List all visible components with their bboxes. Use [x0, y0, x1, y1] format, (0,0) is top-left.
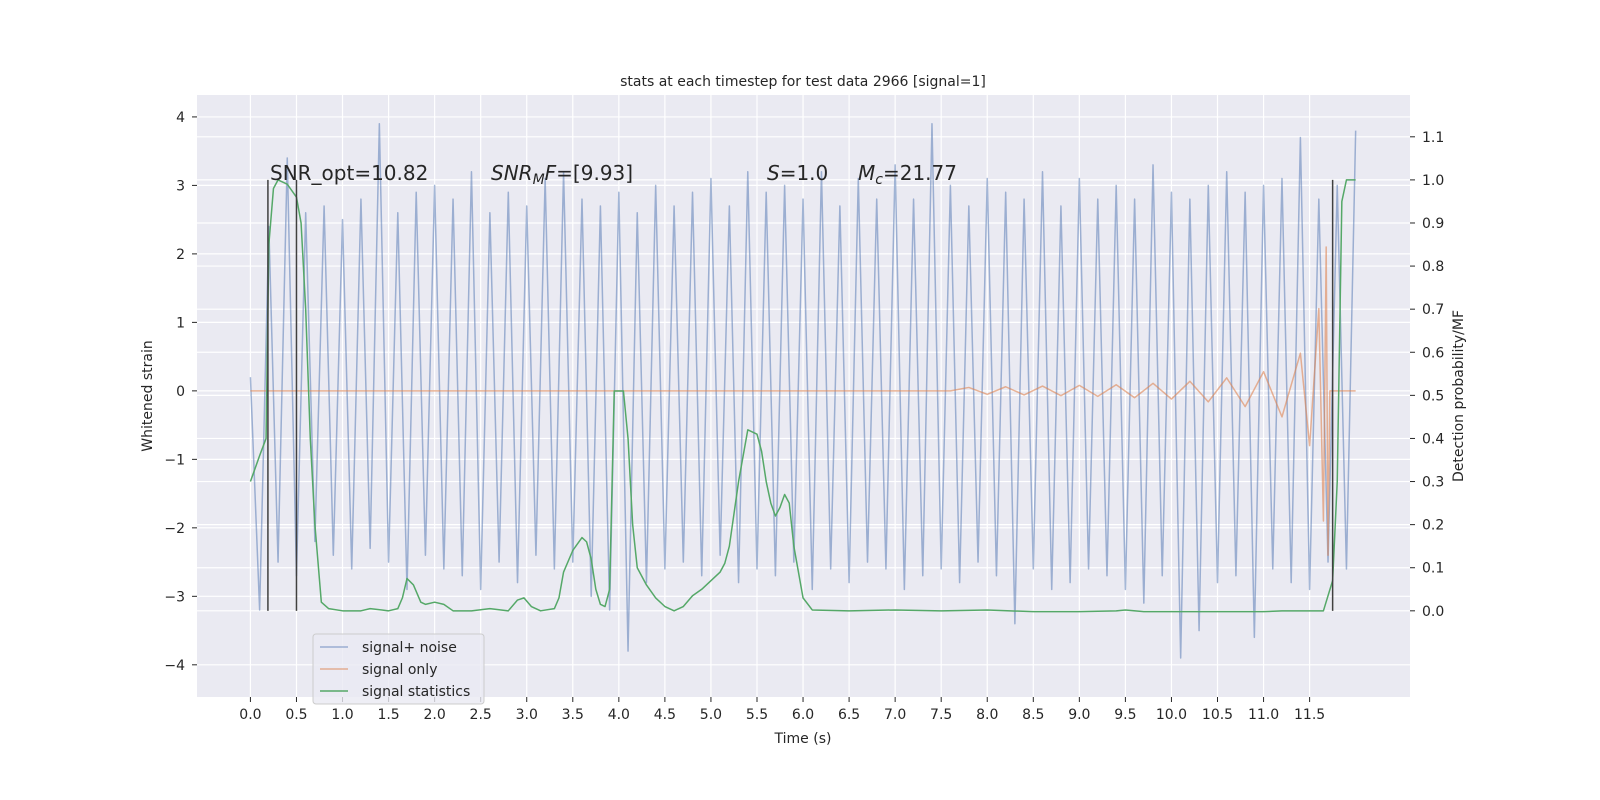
legend-label: signal statistics — [362, 684, 470, 700]
x-tick-label: 3.0 — [516, 707, 538, 723]
annotation-part: M — [533, 172, 545, 188]
x-tick-label: 5.5 — [746, 707, 768, 723]
x-tick-label: 1.0 — [331, 707, 353, 723]
annotation: SNRMF=[9.93] — [491, 161, 633, 188]
legend: signal+ noise signal only signal statistic… — [312, 633, 485, 705]
y-axis-label: Whitened strain — [140, 340, 156, 451]
series-line — [249, 179, 1356, 613]
chart-title: stats at each timestep for test data 296… — [620, 74, 986, 90]
x-tick-label: 6.0 — [792, 707, 814, 723]
y2-tick-label: 1.1 — [1422, 130, 1444, 146]
y-tick-label: 4 — [176, 110, 185, 126]
y2-tick-label: 0.4 — [1422, 431, 1444, 447]
y-tick-label: −3 — [164, 589, 185, 605]
x-tick-label: 8.0 — [976, 707, 998, 723]
y-tick-label: −1 — [164, 452, 185, 468]
y-tick-label: 1 — [176, 315, 185, 331]
y2-tick-label: 0.1 — [1422, 561, 1444, 577]
x-tick-label: 9.0 — [1068, 707, 1090, 723]
x-tick-label: 0.0 — [239, 707, 261, 723]
x-axis-label: Time (s) — [774, 731, 832, 747]
x-tick-label: 5.0 — [700, 707, 722, 723]
y-tick-label: 2 — [176, 247, 185, 263]
series-line — [250, 246, 1356, 556]
annotation-part: SNR — [491, 161, 533, 185]
annotation: S=1.0 — [767, 161, 828, 185]
y2-tick-label: 0.7 — [1422, 302, 1444, 318]
x-tick-label: 3.5 — [562, 707, 584, 723]
x-tick-label: 0.5 — [285, 707, 307, 723]
x-tick-label: 4.0 — [608, 707, 630, 723]
x-tick-label: 6.5 — [838, 707, 860, 723]
x-tick-label: 10.0 — [1156, 707, 1187, 723]
annotation: Mc=21.77 — [858, 161, 957, 188]
x-tick-label: 2.5 — [470, 707, 492, 723]
x-tick-label: 7.5 — [930, 707, 952, 723]
y2-tick-label: 0.0 — [1422, 604, 1444, 620]
annotation-part: =[9.93] — [556, 161, 633, 185]
annotation-part: F — [545, 161, 557, 185]
y2-tick-label: 0.5 — [1422, 388, 1444, 404]
legend-label: signal+ noise — [362, 640, 457, 656]
annotation-part: =21.77 — [883, 161, 957, 185]
y-tick-label: −4 — [164, 658, 185, 674]
x-tick-label: 10.5 — [1202, 707, 1233, 723]
y2-tick-label: 0.2 — [1422, 518, 1444, 534]
y2-axis-label: Detection probability/MF — [1451, 310, 1467, 482]
annotation-part: S — [767, 161, 780, 185]
y-tick-label: −2 — [164, 521, 185, 537]
annotation-part: c — [875, 172, 883, 188]
legend-label: signal only — [362, 662, 437, 678]
y-tick-label: 3 — [176, 178, 185, 194]
x-tick-label: 4.5 — [654, 707, 676, 723]
x-tick-label: 11.0 — [1248, 707, 1279, 723]
y2-tick-label: 1.0 — [1422, 173, 1444, 189]
annotation-part: SNR_opt=10.82 — [270, 161, 428, 185]
annotation-part: =1.0 — [780, 161, 829, 185]
y2-tick-label: 0.3 — [1422, 475, 1444, 491]
x-tick-label: 9.5 — [1114, 707, 1136, 723]
series-line — [249, 123, 1357, 659]
legend-box — [312, 633, 485, 705]
marks — [249, 123, 1357, 659]
x-tick-label: 11.5 — [1294, 707, 1325, 723]
x-tick-label: 8.5 — [1022, 707, 1044, 723]
x-tick-label: 7.0 — [884, 707, 906, 723]
annotation-part: M — [858, 161, 875, 185]
x-tick-label: 2.0 — [423, 707, 445, 723]
x-tick-label: 1.5 — [377, 707, 399, 723]
y2-tick-label: 0.9 — [1422, 216, 1444, 232]
y-tick-label: 0 — [176, 384, 185, 400]
y2-tick-label: 0.6 — [1422, 345, 1444, 361]
y2-tick-label: 0.8 — [1422, 259, 1444, 275]
annotation: SNR_opt=10.82 — [270, 161, 428, 185]
